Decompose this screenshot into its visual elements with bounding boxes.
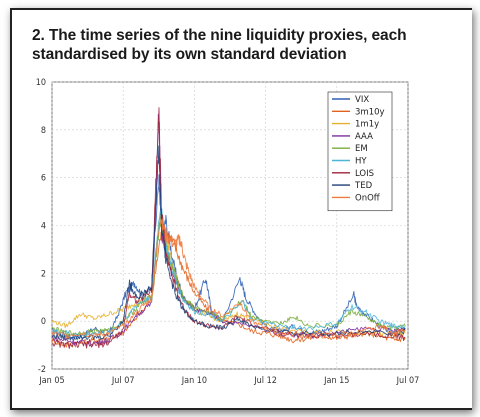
- x-tick-label: Jan 10: [181, 376, 207, 386]
- y-tick-label: 6: [41, 174, 46, 184]
- legend-label: VIX: [355, 95, 369, 105]
- legend-label: 3m10y: [355, 107, 385, 117]
- y-tick-label: 2: [41, 269, 46, 279]
- series-line-onoff: [51, 217, 406, 339]
- y-tick-label: 0: [41, 317, 46, 327]
- y-tick-label: 10: [36, 78, 46, 88]
- legend-label: 1m1y: [355, 120, 379, 130]
- legend-label: HY: [355, 157, 367, 167]
- x-tick-label: Jan 15: [323, 376, 349, 386]
- y-tick-label: 4: [41, 222, 46, 232]
- x-tick-label: Jul 12: [253, 376, 277, 386]
- legend-label: LOIS: [355, 169, 374, 179]
- series-line-1m1y: [51, 211, 406, 339]
- x-tick-label: Jul 07: [111, 376, 135, 386]
- series-line-lois: [51, 107, 406, 349]
- chart-title: 2. The time series of the nine liquidity…: [32, 27, 407, 63]
- legend-label: AAA: [355, 132, 373, 142]
- x-tick-label: Jan 05: [38, 376, 64, 386]
- legend-label: EM: [355, 144, 368, 154]
- legend-label: OnOff: [355, 193, 381, 203]
- legend-label: TED: [354, 181, 373, 191]
- y-tick-label: 8: [41, 126, 46, 136]
- series-line-vix: [51, 174, 406, 340]
- x-tick-label: Jul 07: [396, 376, 420, 386]
- series-line-ted: [51, 145, 406, 341]
- series-line-hy: [51, 208, 406, 338]
- y-tick-label: -2: [38, 365, 46, 375]
